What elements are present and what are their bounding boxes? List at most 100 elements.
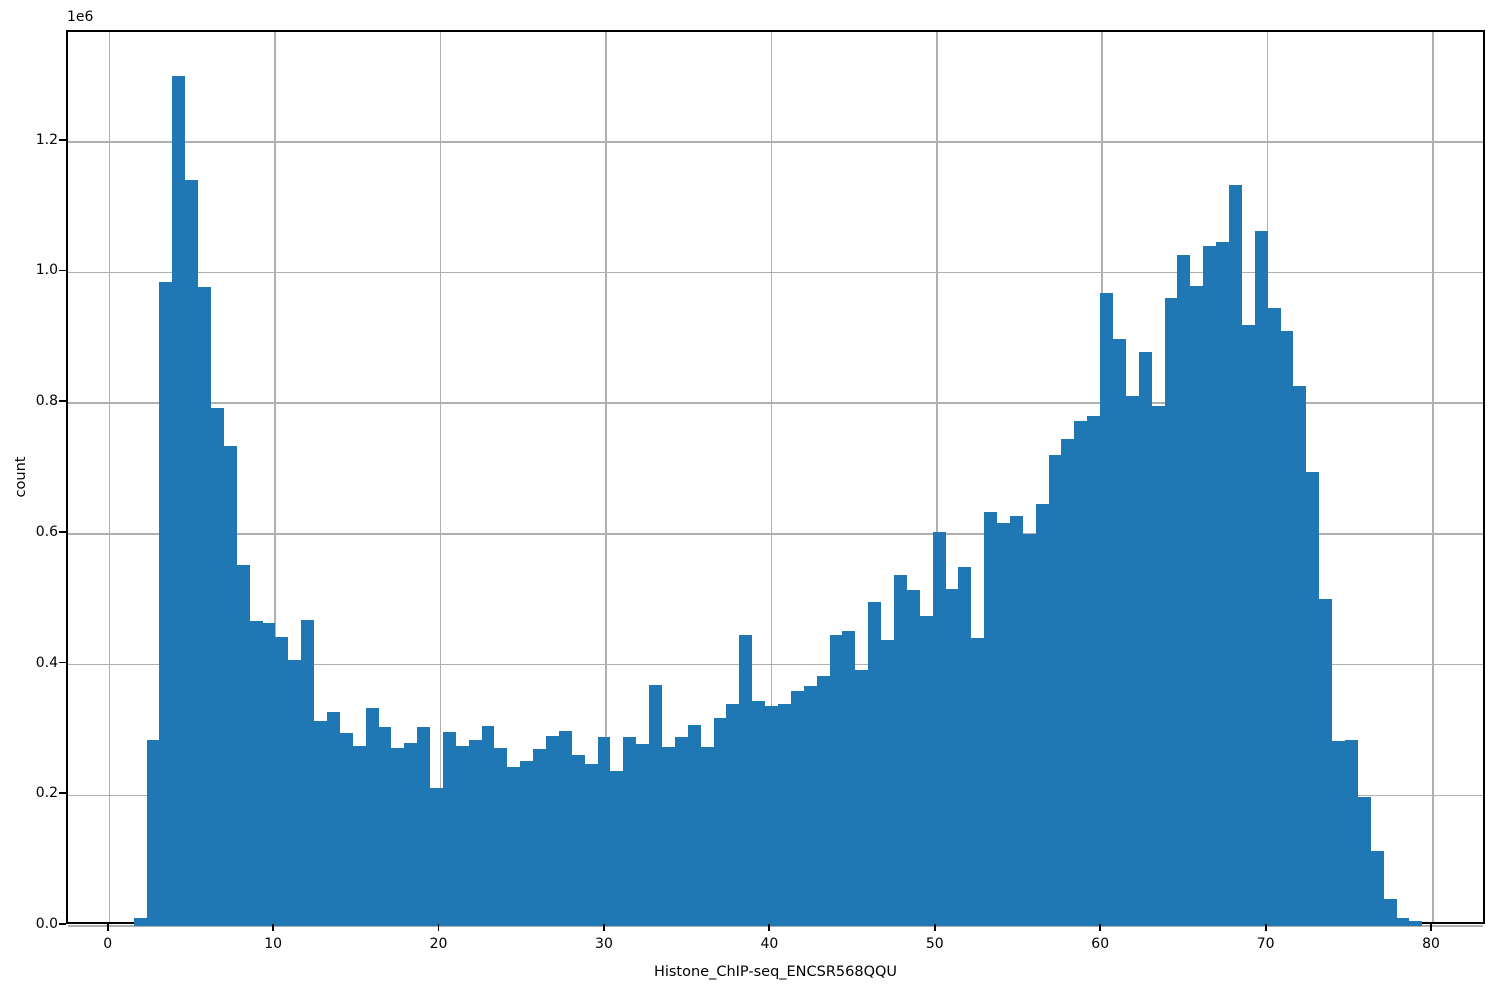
y-tick-mark xyxy=(59,923,66,925)
histogram-bar xyxy=(1164,297,1178,926)
y-gridline xyxy=(68,925,1483,927)
histogram-bar xyxy=(198,286,211,926)
x-tick-label: 80 xyxy=(1422,936,1440,952)
histogram-bar xyxy=(1345,739,1358,926)
y-gridline xyxy=(68,663,1483,666)
histogram-bar xyxy=(1267,308,1281,926)
histogram-bar xyxy=(1332,741,1345,926)
x-tick-mark xyxy=(768,924,771,931)
histogram-bar xyxy=(352,746,366,926)
histogram-bar xyxy=(868,601,882,926)
histogram-bar xyxy=(713,718,727,926)
x-tick-mark xyxy=(1264,924,1267,931)
histogram-bar xyxy=(275,637,289,926)
histogram-bar xyxy=(739,634,753,926)
histogram-bar xyxy=(236,564,250,926)
x-tick-mark xyxy=(106,924,109,931)
histogram-bar xyxy=(262,623,276,926)
y-tick-mark xyxy=(59,661,66,664)
histogram-bar xyxy=(1319,599,1333,926)
y-axis-title: count xyxy=(13,456,29,498)
x-tick-label: 0 xyxy=(103,936,113,952)
histogram-bar xyxy=(172,75,186,926)
histogram-bar xyxy=(1280,330,1294,926)
histogram-bar xyxy=(932,531,946,926)
histogram-bar xyxy=(584,763,598,926)
histogram-bar xyxy=(984,512,998,926)
histogram-bar xyxy=(1035,503,1049,926)
histogram-bar xyxy=(674,737,688,926)
x-gridline xyxy=(108,32,111,922)
histogram-bar xyxy=(1009,515,1023,926)
x-gridline xyxy=(605,32,607,922)
histogram-bar xyxy=(816,676,830,926)
histogram-bar xyxy=(1409,921,1423,926)
x-tick-mark xyxy=(272,924,274,931)
histogram-bar xyxy=(507,767,521,926)
histogram-bar xyxy=(1370,850,1384,926)
x-tick-label: 40 xyxy=(760,936,779,952)
histogram-bar xyxy=(997,523,1010,926)
histogram-bar xyxy=(1061,439,1075,926)
histogram-bar xyxy=(133,917,147,926)
histogram-bar xyxy=(906,590,920,926)
x-tick-mark xyxy=(437,924,440,931)
histogram-bar xyxy=(726,703,740,926)
histogram-bar xyxy=(636,743,650,926)
histogram-bar xyxy=(314,721,327,926)
y-gridline xyxy=(68,271,1483,274)
histogram-bar xyxy=(919,616,933,926)
histogram-bar xyxy=(1190,285,1204,926)
x-gridline xyxy=(770,32,773,922)
histogram-bar xyxy=(223,445,237,926)
histogram-bar xyxy=(803,685,817,926)
histogram-bar xyxy=(777,704,791,926)
histogram-bar xyxy=(1306,471,1320,926)
x-tick-mark xyxy=(603,924,605,931)
plot-area xyxy=(66,30,1485,927)
histogram-bar xyxy=(455,745,469,926)
y-tick-label: 0.8 xyxy=(35,393,58,410)
histogram-bar xyxy=(1074,421,1088,926)
y-tick-label: 0.2 xyxy=(35,785,58,802)
y-tick-label: 1.2 xyxy=(35,131,58,148)
x-tick-label: 60 xyxy=(1091,936,1110,952)
histogram-bar xyxy=(1048,455,1062,926)
x-tick-label: 30 xyxy=(595,936,613,952)
x-gridline xyxy=(1432,32,1434,922)
x-tick-label: 50 xyxy=(925,936,944,952)
bars-layer xyxy=(68,32,1483,926)
histogram-bar xyxy=(881,640,894,926)
histogram-bar xyxy=(700,746,714,926)
histogram-bar xyxy=(1241,324,1255,926)
histogram-bar xyxy=(765,706,778,926)
y-tick-label: 0.6 xyxy=(35,523,58,540)
histogram-bar xyxy=(1229,184,1242,926)
histogram-bar xyxy=(185,179,199,926)
histogram-bar xyxy=(790,690,804,926)
y-tick-label: 0.0 xyxy=(35,916,58,932)
histogram-bar xyxy=(301,620,315,926)
histogram-bar xyxy=(442,731,456,926)
histogram-bar xyxy=(378,727,392,926)
x-tick-mark xyxy=(933,924,936,931)
histogram-bar xyxy=(494,748,508,926)
histogram-bar xyxy=(597,737,611,926)
histogram-bar xyxy=(855,669,869,926)
histogram-bar xyxy=(1357,797,1371,926)
histogram-bar xyxy=(571,755,585,926)
y-tick-mark xyxy=(59,269,66,272)
histogram-bar xyxy=(842,630,856,926)
histogram-bar xyxy=(1396,917,1410,926)
histogram-bar xyxy=(1203,245,1217,926)
histogram-bar xyxy=(417,726,431,926)
histogram-bar xyxy=(146,739,160,926)
y-tick-mark xyxy=(59,792,66,795)
x-tick-label: 10 xyxy=(264,936,283,952)
x-tick-label: 20 xyxy=(429,936,448,952)
y-axis-offset-label: 1e6 xyxy=(67,9,94,25)
histogram-bar xyxy=(468,739,482,926)
histogram-bar xyxy=(288,660,302,926)
histogram-bar xyxy=(752,700,766,926)
histogram-bar xyxy=(1087,416,1101,926)
